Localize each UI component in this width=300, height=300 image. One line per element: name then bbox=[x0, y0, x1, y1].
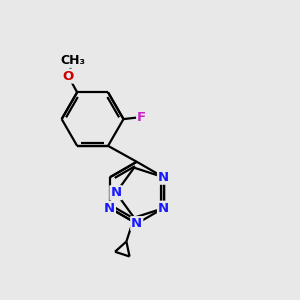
Text: N: N bbox=[110, 186, 122, 199]
Text: N: N bbox=[158, 171, 169, 184]
Text: CH₃: CH₃ bbox=[60, 54, 85, 67]
Text: N: N bbox=[131, 217, 142, 230]
Text: F: F bbox=[137, 111, 146, 124]
Text: O: O bbox=[63, 70, 74, 83]
Text: N: N bbox=[104, 202, 115, 215]
Text: N: N bbox=[158, 202, 169, 215]
